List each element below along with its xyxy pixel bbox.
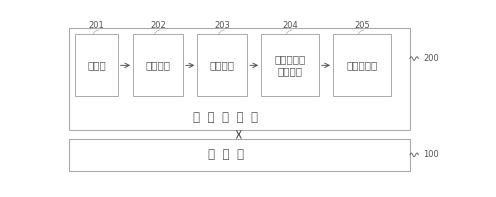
Text: 激光器: 激光器 bbox=[87, 60, 106, 70]
Bar bbox=[133, 34, 183, 97]
Text: 分光器件: 分光器件 bbox=[146, 60, 171, 70]
Text: 205: 205 bbox=[354, 21, 370, 30]
Text: 探测器阵列: 探测器阵列 bbox=[346, 60, 377, 70]
Text: 200: 200 bbox=[424, 54, 439, 63]
Bar bbox=[69, 28, 410, 130]
Text: 202: 202 bbox=[150, 21, 166, 30]
Text: 光  电  集  成  件: 光 电 集 成 件 bbox=[193, 111, 258, 124]
Text: 203: 203 bbox=[214, 21, 230, 30]
Bar bbox=[197, 34, 248, 97]
Text: 微纳光学衍
射线阵列: 微纳光学衍 射线阵列 bbox=[274, 54, 306, 77]
Text: 调制器组: 调制器组 bbox=[210, 60, 235, 70]
Bar bbox=[75, 34, 118, 97]
Text: 201: 201 bbox=[89, 21, 105, 30]
Text: 204: 204 bbox=[282, 21, 298, 30]
Text: 100: 100 bbox=[424, 150, 439, 159]
Bar bbox=[261, 34, 319, 97]
Text: 驱  动  件: 驱 动 件 bbox=[208, 148, 244, 161]
Bar bbox=[69, 139, 410, 171]
Bar bbox=[333, 34, 391, 97]
